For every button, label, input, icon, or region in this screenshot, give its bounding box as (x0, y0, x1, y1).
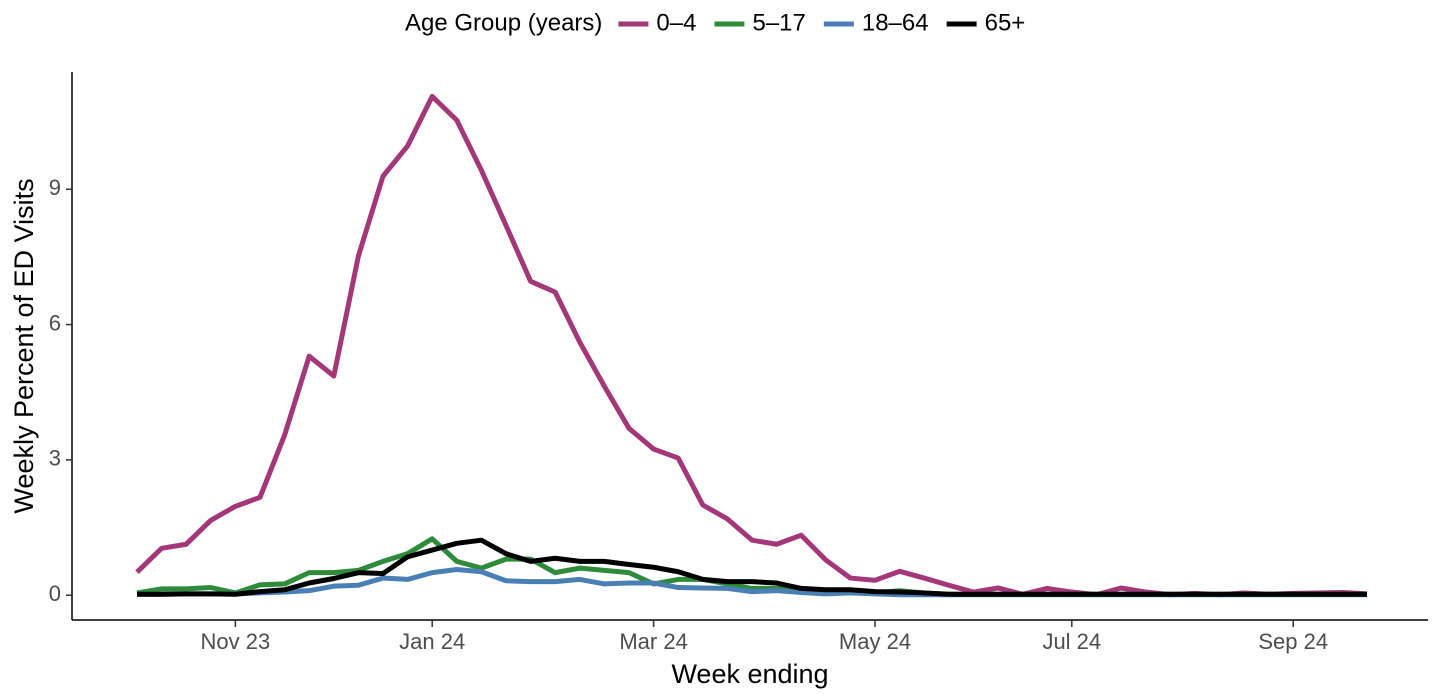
y-tick-label: 0 (49, 581, 61, 606)
x-tick-label: May 24 (839, 629, 911, 654)
y-tick-label: 6 (49, 310, 61, 335)
x-tick-label: Jul 24 (1042, 629, 1101, 654)
x-tick-label: Jan 24 (399, 629, 465, 654)
legend: Age Group (years) 0–4 5–17 18–64 65+ (405, 9, 1025, 36)
series-line (137, 537, 1367, 597)
legend-label: 0–4 (656, 9, 696, 36)
legend-label: 65+ (985, 9, 1026, 36)
series-line (135, 93, 1368, 598)
x-axis-title: Week ending (671, 659, 828, 689)
x-tick-label: Mar 24 (619, 629, 687, 654)
legend-title: Age Group (years) (405, 9, 602, 36)
legend-label: 5–17 (752, 9, 805, 36)
y-tick-label: 3 (49, 446, 61, 471)
legend-label: 18–64 (862, 9, 929, 36)
x-tick-label: Nov 23 (201, 629, 271, 654)
y-axis-title: Weekly Percent of ED Visits (9, 178, 39, 513)
y-tick-label: 9 (49, 175, 61, 200)
x-tick-label: Sep 24 (1258, 629, 1328, 654)
